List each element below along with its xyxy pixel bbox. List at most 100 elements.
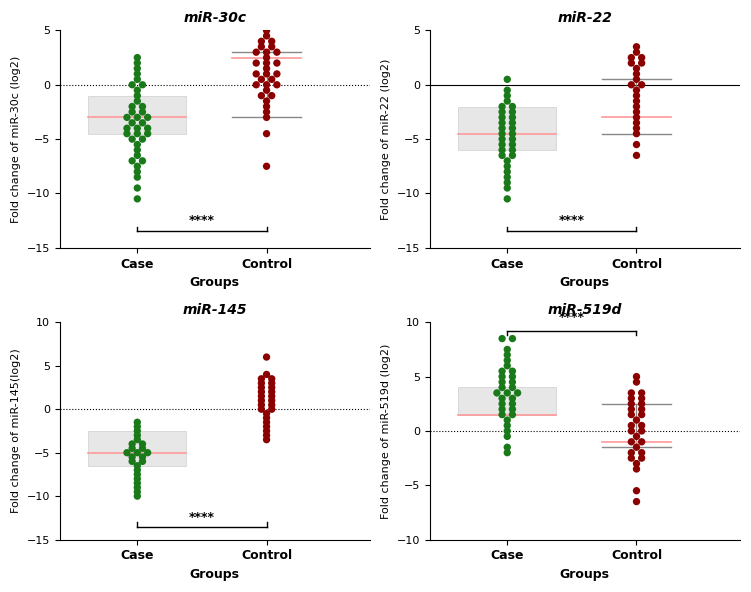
Point bbox=[635, 453, 647, 463]
Point bbox=[266, 42, 278, 52]
Point bbox=[631, 497, 643, 506]
Point bbox=[261, 112, 273, 122]
Point bbox=[261, 369, 273, 379]
Point bbox=[501, 361, 513, 371]
Point bbox=[261, 64, 273, 73]
Point bbox=[496, 129, 508, 139]
Point bbox=[635, 426, 647, 436]
Point bbox=[631, 69, 643, 79]
Point bbox=[631, 64, 643, 73]
Point bbox=[626, 448, 638, 458]
Point bbox=[631, 464, 643, 474]
Point bbox=[631, 85, 643, 95]
Point bbox=[121, 124, 133, 133]
Point bbox=[137, 102, 149, 111]
Point bbox=[626, 394, 638, 403]
Point bbox=[261, 435, 273, 445]
Point bbox=[142, 129, 154, 139]
Point bbox=[261, 430, 273, 440]
Point bbox=[131, 417, 143, 427]
Point bbox=[266, 378, 278, 388]
Point bbox=[631, 151, 643, 160]
Point bbox=[137, 80, 149, 89]
Point bbox=[501, 356, 513, 365]
Point bbox=[506, 383, 518, 392]
Title: miR-22: miR-22 bbox=[557, 11, 612, 25]
Point bbox=[271, 47, 283, 57]
Point bbox=[635, 80, 647, 89]
Point bbox=[631, 96, 643, 106]
Point bbox=[250, 58, 262, 67]
Point bbox=[266, 391, 278, 401]
Point bbox=[131, 172, 143, 182]
Point bbox=[255, 374, 267, 384]
Point bbox=[501, 156, 513, 166]
Point bbox=[635, 404, 647, 414]
Point bbox=[506, 145, 518, 155]
Point bbox=[506, 112, 518, 122]
Point bbox=[131, 469, 143, 479]
Point bbox=[255, 75, 267, 84]
Point bbox=[250, 47, 262, 57]
Point bbox=[131, 430, 143, 440]
Point bbox=[131, 69, 143, 79]
Point bbox=[131, 64, 143, 73]
Point bbox=[255, 42, 267, 52]
Point bbox=[126, 439, 138, 449]
Point bbox=[501, 432, 513, 441]
Point bbox=[126, 156, 138, 166]
Point bbox=[131, 140, 143, 149]
Point bbox=[131, 184, 143, 193]
Point bbox=[506, 410, 518, 419]
Point bbox=[131, 435, 143, 445]
Point bbox=[626, 53, 638, 62]
Point bbox=[137, 452, 149, 462]
Point bbox=[511, 388, 523, 398]
Text: ****: **** bbox=[189, 511, 215, 525]
Point bbox=[496, 334, 508, 343]
Point bbox=[631, 107, 643, 117]
Point bbox=[626, 453, 638, 463]
Point bbox=[506, 102, 518, 111]
Point bbox=[131, 75, 143, 84]
Point bbox=[131, 461, 143, 471]
Point bbox=[635, 394, 647, 403]
Point bbox=[496, 151, 508, 160]
Point bbox=[121, 448, 133, 458]
Point bbox=[261, 162, 273, 171]
Point bbox=[506, 399, 518, 408]
Point bbox=[496, 399, 508, 408]
Point bbox=[126, 456, 138, 466]
Point bbox=[506, 377, 518, 387]
Point bbox=[496, 107, 508, 117]
Point bbox=[496, 102, 508, 111]
Point bbox=[631, 112, 643, 122]
Point bbox=[137, 439, 149, 449]
Bar bbox=[88, 431, 186, 466]
Point bbox=[626, 80, 638, 89]
Point bbox=[631, 486, 643, 496]
Point bbox=[131, 426, 143, 436]
Point bbox=[131, 194, 143, 204]
Bar bbox=[88, 96, 186, 134]
Point bbox=[137, 443, 149, 453]
Point bbox=[255, 404, 267, 414]
Point bbox=[131, 124, 143, 133]
X-axis label: Groups: Groups bbox=[559, 568, 610, 581]
Point bbox=[131, 487, 143, 497]
Point bbox=[631, 75, 643, 84]
Point bbox=[506, 334, 518, 343]
Point bbox=[501, 172, 513, 182]
Point bbox=[631, 140, 643, 149]
Point bbox=[501, 91, 513, 101]
Point bbox=[126, 80, 138, 89]
Point bbox=[142, 124, 154, 133]
Point bbox=[126, 102, 138, 111]
Point bbox=[266, 387, 278, 397]
Point bbox=[131, 474, 143, 484]
Point bbox=[496, 124, 508, 133]
Text: ****: **** bbox=[559, 311, 585, 324]
Point bbox=[631, 432, 643, 441]
Y-axis label: Fold change of miR-30c (log2): Fold change of miR-30c (log2) bbox=[11, 56, 21, 223]
Point bbox=[496, 140, 508, 149]
